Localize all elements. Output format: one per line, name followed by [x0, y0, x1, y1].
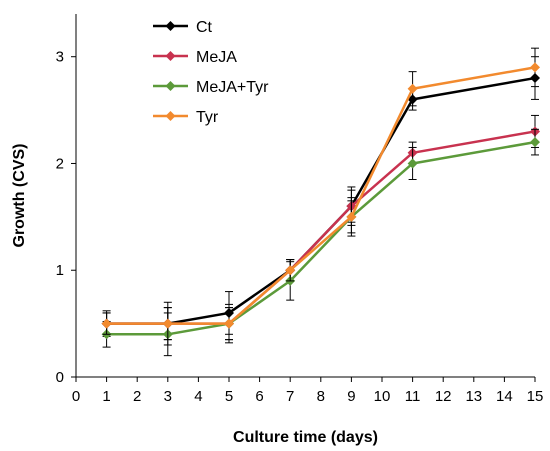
x-tick-label: 12 — [435, 388, 452, 405]
data-point — [530, 137, 540, 148]
legend: Ct MeJA MeJA+Tyr Tyr — [153, 19, 269, 126]
legend-label: MeJA — [196, 49, 237, 66]
y-tick-label: 3 — [56, 49, 64, 66]
legend-label: Ct — [196, 19, 213, 36]
y-tick-label: 2 — [56, 155, 64, 172]
y-tick-label: 0 — [56, 369, 64, 386]
x-tick-label: 3 — [164, 388, 172, 405]
data-point — [407, 158, 418, 169]
data-point — [285, 265, 296, 276]
data-point — [346, 211, 357, 222]
x-tick-label: 4 — [194, 388, 202, 405]
data-point — [530, 62, 540, 73]
x-tick-label: 8 — [317, 388, 325, 405]
x-tick-label: 11 — [405, 388, 421, 405]
legend-label: Tyr — [196, 109, 219, 126]
x-tick-label: 1 — [102, 388, 110, 405]
plot-area — [101, 47, 540, 357]
x-tick-label: 7 — [286, 388, 294, 405]
x-tick-label: 15 — [527, 388, 544, 405]
x-tick-label: 9 — [347, 388, 355, 405]
x-tick-label: 5 — [225, 388, 233, 405]
legend-entry: Ct — [153, 19, 213, 36]
legend-swatch-marker — [165, 81, 176, 91]
series-tyr — [101, 47, 540, 341]
data-point — [407, 83, 418, 94]
data-point — [162, 318, 173, 329]
data-point — [224, 318, 234, 329]
y-tick-label: 1 — [56, 262, 64, 279]
legend-label: MeJA+Tyr — [196, 79, 269, 96]
series-line — [106, 130, 536, 325]
legend-swatch-marker — [165, 21, 176, 31]
x-tick-label: 6 — [255, 388, 263, 405]
legend-entry: MeJA — [153, 49, 237, 66]
x-tick-label: 13 — [465, 388, 482, 405]
data-point — [101, 318, 112, 329]
y-axis-title: Growth (CVS) — [11, 144, 28, 248]
legend-swatch-marker — [165, 51, 176, 61]
series-line — [106, 66, 536, 325]
series-ct — [101, 56, 540, 346]
legend-entry: Tyr — [153, 109, 219, 126]
x-tick-label: 2 — [133, 388, 141, 405]
x-axis-title: Culture time (days) — [233, 429, 378, 446]
legend-swatch-marker — [165, 111, 176, 121]
x-tick-label: 0 — [72, 388, 80, 405]
legend-entry: MeJA+Tyr — [153, 79, 269, 96]
x-tick-label: 10 — [374, 388, 391, 405]
x-tick-label: 14 — [496, 388, 513, 405]
